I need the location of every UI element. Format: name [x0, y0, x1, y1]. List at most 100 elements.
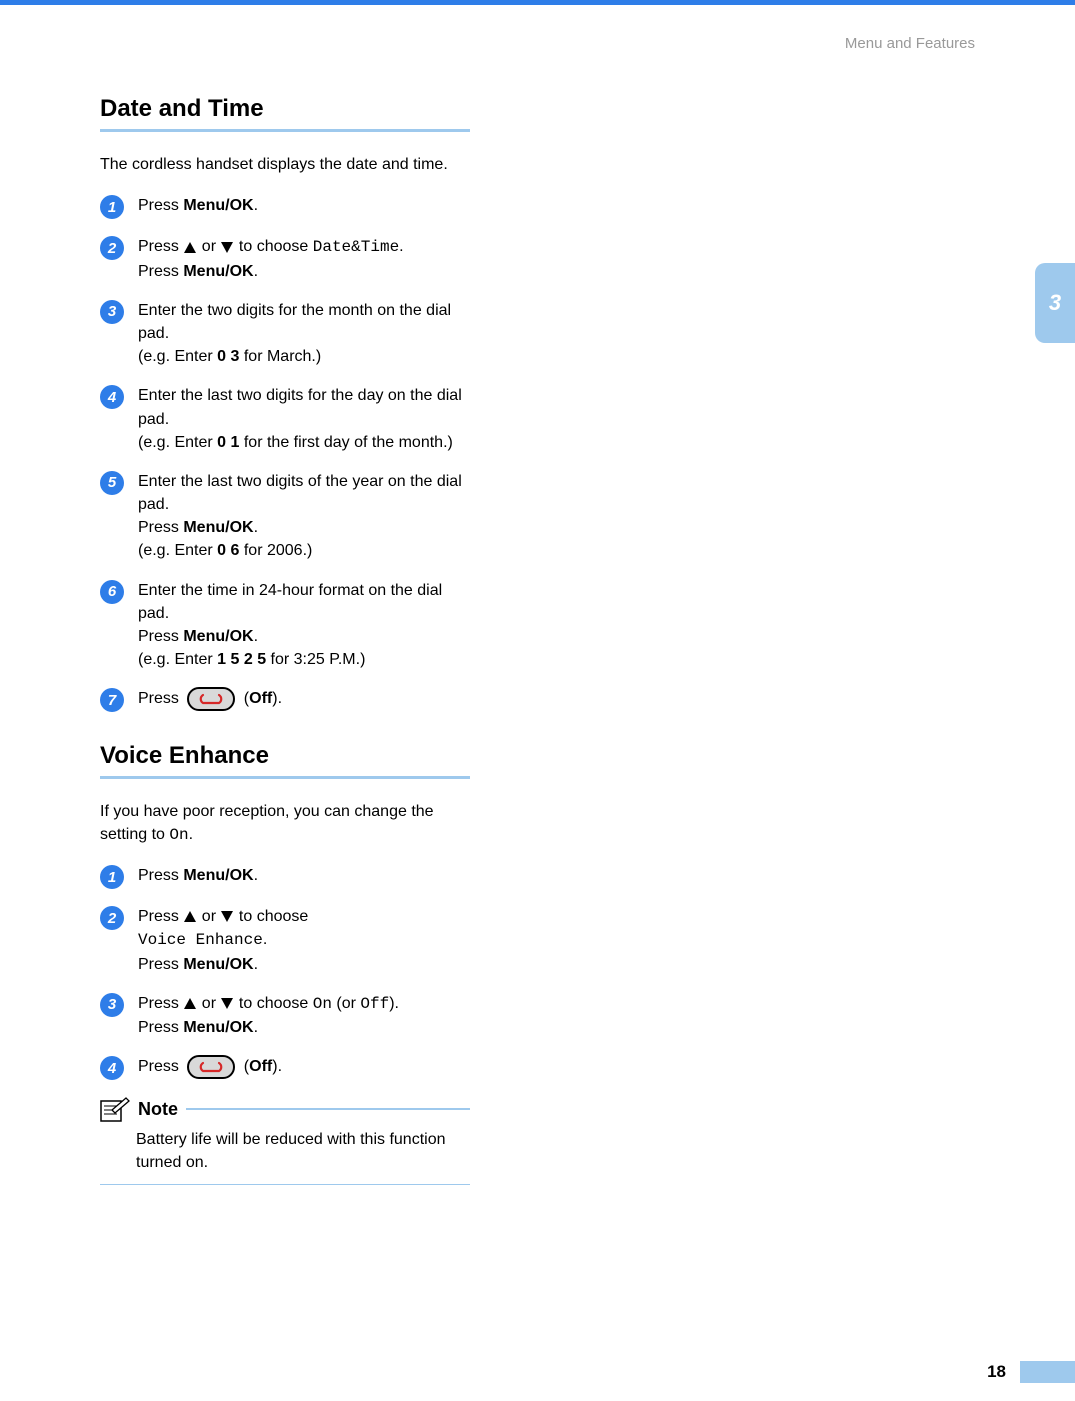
- text: for March.): [239, 348, 321, 365]
- header-section-label: Menu and Features: [845, 35, 975, 52]
- text: Press: [138, 197, 183, 214]
- off-button-icon: [187, 1055, 235, 1079]
- text: ).: [272, 691, 282, 708]
- footer-accent-bar: [1020, 1361, 1075, 1383]
- note-rule: [186, 1108, 470, 1110]
- step-number-icon: 2: [100, 236, 124, 260]
- step: 1 Press Menu/OK.: [100, 864, 470, 889]
- content-column: Date and Time The cordless handset displ…: [100, 95, 470, 1185]
- step-body: Press (Off).: [138, 687, 470, 711]
- step-number-icon: 1: [100, 865, 124, 889]
- section-title: Voice Enhance: [100, 742, 470, 770]
- text: or: [197, 908, 220, 925]
- text: (e.g. Enter: [138, 542, 217, 559]
- menu-option: Voice Enhance: [138, 931, 263, 949]
- page-footer: 18: [987, 1361, 1075, 1383]
- note-label: Note: [138, 1099, 178, 1120]
- text: Press: [138, 908, 183, 925]
- text: .: [263, 931, 267, 948]
- note-text: Battery life will be reduced with this f…: [100, 1122, 470, 1185]
- step-body: Enter the time in 24-hour format on the …: [138, 579, 470, 672]
- text: .: [254, 867, 258, 884]
- step-body: Press or to choose On (or Off). Press Me…: [138, 992, 470, 1039]
- menu-option: Date&Time: [313, 238, 399, 256]
- step-number-icon: 1: [100, 195, 124, 219]
- text: (e.g. Enter: [138, 651, 217, 668]
- example-value: 0 6: [217, 542, 239, 559]
- down-arrow-icon: [221, 242, 233, 253]
- step: 7 Press (Off).: [100, 687, 470, 712]
- step-number-icon: 3: [100, 993, 124, 1017]
- chapter-side-tab: 3: [1035, 263, 1075, 343]
- text: or: [197, 238, 220, 255]
- text: .: [254, 519, 258, 536]
- step-body: Press Menu/OK.: [138, 194, 470, 217]
- step: 4 Enter the last two digits for the day …: [100, 384, 470, 454]
- up-arrow-icon: [184, 911, 196, 922]
- text: (: [239, 691, 249, 708]
- step: 4 Press (Off).: [100, 1055, 470, 1080]
- text: to choose: [234, 995, 312, 1012]
- step-number-icon: 6: [100, 580, 124, 604]
- text: ).: [272, 1058, 282, 1075]
- text: Press: [138, 995, 183, 1012]
- text: Press: [138, 519, 183, 536]
- step-number-icon: 3: [100, 300, 124, 324]
- step: 3 Press or to choose On (or Off). Press …: [100, 992, 470, 1039]
- down-arrow-icon: [221, 998, 233, 1009]
- example-value: 1 5 2 5: [217, 651, 266, 668]
- off-label: Off: [249, 691, 272, 708]
- text: or: [197, 995, 220, 1012]
- step-number-icon: 4: [100, 385, 124, 409]
- note-header: Note: [100, 1096, 470, 1122]
- page: Menu and Features 3 Date and Time The co…: [0, 5, 1075, 1401]
- title-rule: [100, 129, 470, 132]
- step: 2 Press or to choose Date&Time. Press Me…: [100, 235, 470, 282]
- section-intro: If you have poor reception, you can chan…: [100, 801, 470, 846]
- text: (e.g. Enter: [138, 348, 217, 365]
- menu-ok-label: Menu/OK: [183, 197, 253, 214]
- off-button-icon: [187, 687, 235, 711]
- menu-option: Off: [360, 995, 389, 1013]
- text: If you have poor reception, you can chan…: [100, 803, 434, 842]
- step-number-icon: 4: [100, 1056, 124, 1080]
- menu-ok-label: Menu/OK: [183, 263, 253, 280]
- step: 3 Enter the two digits for the month on …: [100, 299, 470, 369]
- text: Press: [138, 628, 183, 645]
- section-intro: The cordless handset displays the date a…: [100, 154, 470, 176]
- text: .: [254, 197, 258, 214]
- text: Enter the two digits for the month on th…: [138, 302, 451, 342]
- page-number: 18: [987, 1362, 1006, 1382]
- menu-ok-label: Menu/OK: [183, 867, 253, 884]
- step-number-icon: 2: [100, 906, 124, 930]
- text: to choose: [234, 238, 312, 255]
- text: for 2006.): [239, 542, 312, 559]
- menu-ok-label: Menu/OK: [183, 956, 253, 973]
- step-number-icon: 7: [100, 688, 124, 712]
- up-arrow-icon: [184, 242, 196, 253]
- off-label: Off: [249, 1058, 272, 1075]
- text: Press: [138, 956, 183, 973]
- down-arrow-icon: [221, 911, 233, 922]
- title-rule: [100, 776, 470, 779]
- text: .: [189, 826, 193, 843]
- step-body: Press or to choose Voice Enhance. Press …: [138, 905, 470, 976]
- step-body: Enter the last two digits for the day on…: [138, 384, 470, 454]
- text: .: [254, 956, 258, 973]
- note-icon: [100, 1096, 130, 1122]
- text: Enter the time in 24-hour format on the …: [138, 582, 442, 622]
- step-body: Press or to choose Date&Time. Press Menu…: [138, 235, 470, 282]
- step-body: Enter the last two digits of the year on…: [138, 470, 470, 563]
- step-number-icon: 5: [100, 471, 124, 495]
- text: (or: [332, 995, 360, 1012]
- text: to choose: [234, 908, 308, 925]
- chapter-number: 3: [1049, 290, 1061, 316]
- text: (: [239, 1058, 249, 1075]
- text: Press: [138, 867, 183, 884]
- menu-option: On: [313, 995, 332, 1013]
- text: Press: [138, 263, 183, 280]
- section-title: Date and Time: [100, 95, 470, 123]
- text: ).: [389, 995, 399, 1012]
- step: 1 Press Menu/OK.: [100, 194, 470, 219]
- text: Enter the last two digits for the day on…: [138, 387, 462, 427]
